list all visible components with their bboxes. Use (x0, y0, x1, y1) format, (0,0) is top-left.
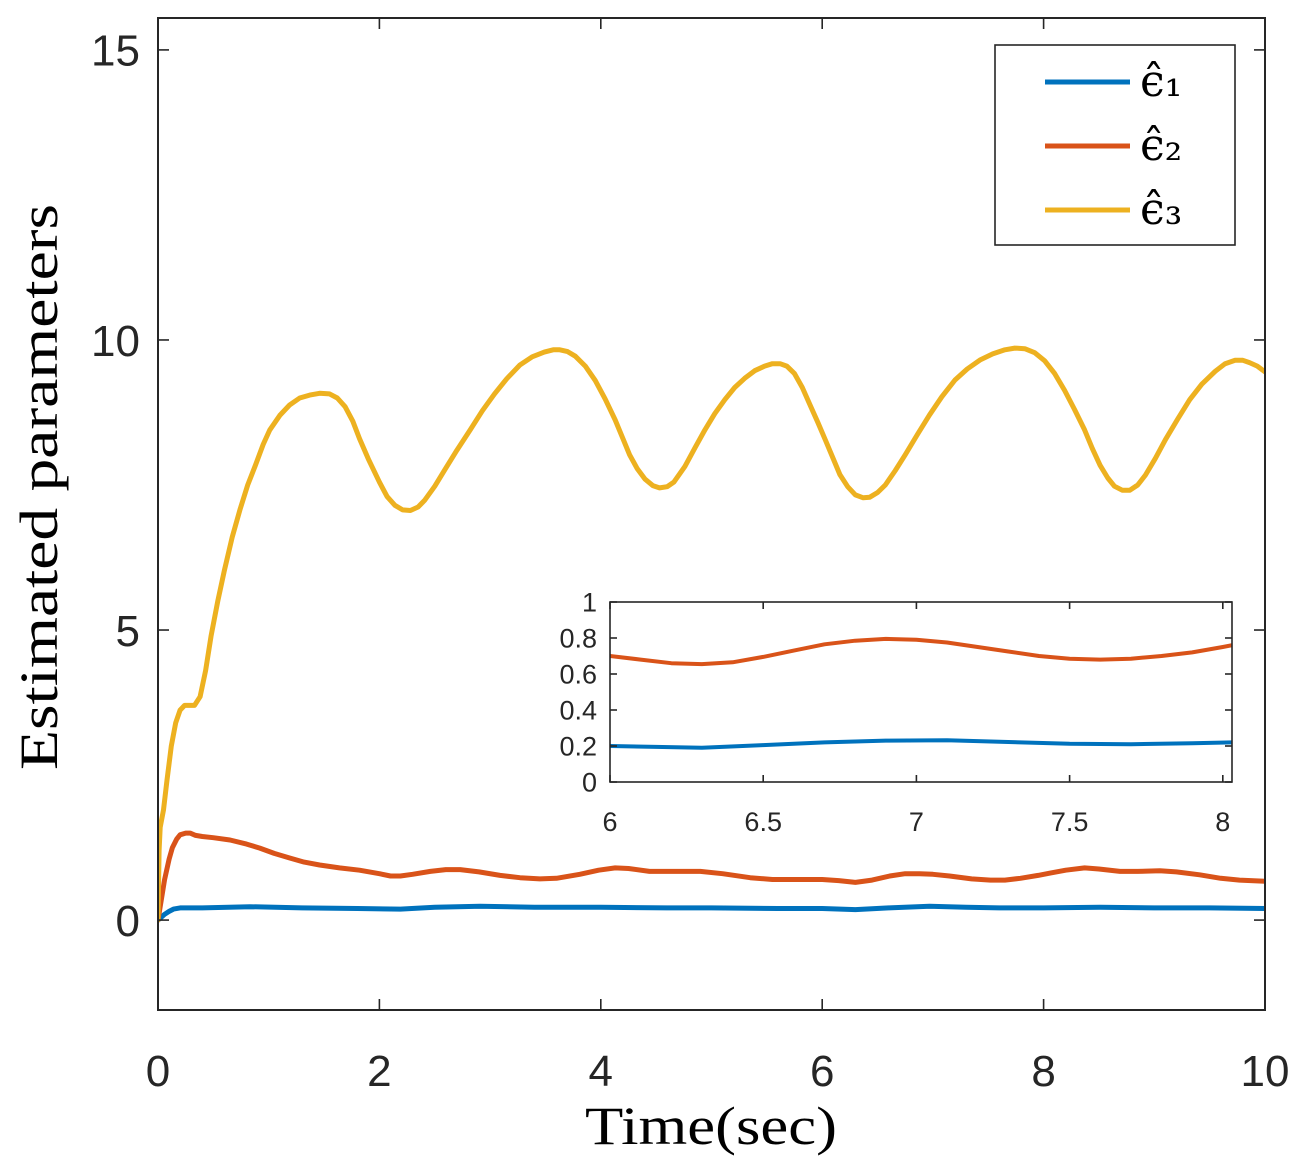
inset-axes: 6 6.5 7 7.5 8 0 0.2 0.4 0.6 0.8 1 (559, 588, 1233, 837)
main-x-tick-label: 0 (146, 1047, 170, 1096)
legend-label-2: ϵ̂₂ (1140, 120, 1182, 171)
inset-x-tick-label: 6.5 (744, 807, 782, 837)
main-y-tick-label: 0 (116, 897, 140, 946)
main-x-tick-label: 6 (810, 1047, 834, 1096)
main-x-tick-label: 2 (367, 1047, 391, 1096)
main-series-line-3 (158, 345, 1265, 923)
legend-label-1: ϵ̂₁ (1140, 56, 1182, 107)
legend-label-3: ϵ̂₃ (1140, 184, 1182, 235)
main-x-tick-label: 4 (589, 1047, 613, 1096)
inset-x-tick-label: 8 (1215, 807, 1230, 837)
x-axis-label: Time(sec) (585, 1096, 837, 1156)
inset-series-group (610, 636, 1232, 750)
y-axis-label: Estimated parameters (9, 204, 69, 770)
inset-y-tick-label: 0.8 (559, 624, 597, 654)
inset-axes-box (609, 601, 1233, 783)
main-y-tick-label: 5 (116, 607, 140, 656)
inset-y-tick-label: 0.6 (559, 660, 597, 690)
inset-y-tick-label: 0.2 (559, 732, 597, 762)
main-series-line-2 (158, 830, 1265, 923)
main-series-line-1 (158, 903, 1265, 923)
inset-y-tick-label: 1 (582, 588, 597, 618)
inset-series-line-2 (610, 636, 1232, 667)
inset-x-tick-label: 7 (909, 807, 924, 837)
inset-series-line-1 (610, 738, 1232, 750)
inset-y-tick-label: 0.4 (559, 696, 597, 726)
main-x-tick-label: 8 (1031, 1047, 1055, 1096)
inset-x-tick-label: 6 (602, 807, 617, 837)
legend: ϵ̂₁ ϵ̂₂ ϵ̂₃ (994, 44, 1236, 246)
inset-x-tick-label: 7.5 (1051, 807, 1089, 837)
inset-plot-area (610, 602, 1232, 782)
main-y-tick-label: 10 (91, 317, 140, 366)
main-x-tick-label: 10 (1241, 1047, 1290, 1096)
inset-y-tick-label: 0 (582, 768, 597, 798)
main-series-group (158, 345, 1265, 923)
main-axes-box (157, 17, 1266, 1011)
main-y-tick-label: 15 (91, 27, 140, 76)
